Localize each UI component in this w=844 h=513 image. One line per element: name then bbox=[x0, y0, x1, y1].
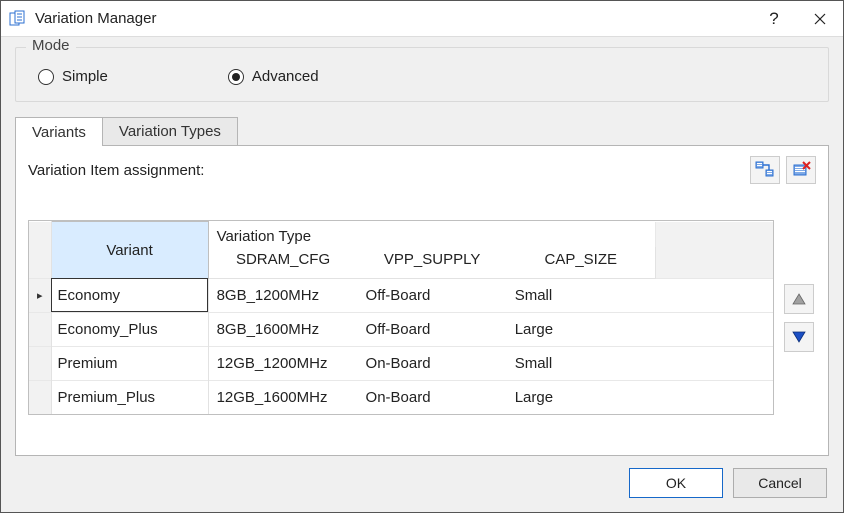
row-handle[interactable] bbox=[29, 278, 51, 312]
column-header-cap_size[interactable]: CAP_SIZE bbox=[507, 247, 656, 279]
column-header-variation-type: Variation Type bbox=[208, 222, 655, 247]
radio-advanced-indicator bbox=[228, 69, 244, 85]
radio-simple[interactable]: Simple bbox=[38, 68, 108, 85]
value-cell[interactable]: Off-Board bbox=[358, 312, 507, 346]
column-header-sdram_cfg[interactable]: SDRAM_CFG bbox=[208, 247, 357, 279]
value-cell[interactable]: 12GB_1600MHz bbox=[208, 380, 357, 414]
row-handle-header bbox=[29, 222, 51, 279]
value-cell[interactable]: 8GB_1200MHz bbox=[208, 278, 357, 312]
cancel-button[interactable]: Cancel bbox=[733, 468, 827, 498]
dialog-window: Variation Manager ? Mode Simple Advanced bbox=[0, 0, 844, 513]
variant-cell[interactable]: Premium bbox=[51, 346, 208, 380]
blank-header bbox=[655, 222, 773, 279]
value-cell[interactable]: On-Board bbox=[358, 380, 507, 414]
column-header-variant[interactable]: Variant bbox=[51, 222, 208, 279]
empty-cell bbox=[655, 346, 773, 380]
column-header-vpp_supply[interactable]: VPP_SUPPLY bbox=[358, 247, 507, 279]
titlebar: Variation Manager ? bbox=[1, 1, 843, 37]
content-area: Mode Simple Advanced Variants Variation … bbox=[1, 37, 843, 456]
variants-grid[interactable]: Variant Variation Type SDRAM_CFGVPP_SUPP… bbox=[28, 220, 774, 415]
move-down-button[interactable] bbox=[784, 322, 814, 352]
remove-variant-button[interactable] bbox=[786, 156, 816, 184]
ok-button[interactable]: OK bbox=[629, 468, 723, 498]
close-button[interactable] bbox=[797, 1, 843, 37]
variant-cell[interactable]: Economy_Plus bbox=[51, 312, 208, 346]
move-up-button[interactable] bbox=[784, 284, 814, 314]
value-cell[interactable]: Small bbox=[507, 278, 656, 312]
tab-strip: Variants Variation Types bbox=[15, 116, 829, 145]
value-cell[interactable]: On-Board bbox=[358, 346, 507, 380]
radio-simple-label: Simple bbox=[62, 68, 108, 85]
value-cell[interactable]: Off-Board bbox=[358, 278, 507, 312]
table-row[interactable]: Premium_Plus12GB_1600MHzOn-BoardLarge bbox=[29, 380, 773, 414]
dialog-footer: OK Cancel bbox=[1, 456, 843, 512]
tab-variants[interactable]: Variants bbox=[15, 117, 103, 146]
reorder-arrows bbox=[784, 284, 814, 352]
value-cell[interactable]: Small bbox=[507, 346, 656, 380]
help-button[interactable]: ? bbox=[751, 1, 797, 37]
radio-simple-indicator bbox=[38, 69, 54, 85]
empty-cell bbox=[655, 278, 773, 312]
tab-container: Variants Variation Types Variation Item … bbox=[15, 116, 829, 456]
variant-cell[interactable]: Economy bbox=[51, 278, 208, 312]
assignment-label: Variation Item assignment: bbox=[28, 162, 750, 179]
row-handle[interactable] bbox=[29, 380, 51, 414]
empty-cell bbox=[655, 312, 773, 346]
radio-advanced[interactable]: Advanced bbox=[228, 68, 319, 85]
mode-group-label: Mode bbox=[26, 37, 76, 54]
tab-body-variants: Variation Item assignment: bbox=[15, 145, 829, 456]
app-icon bbox=[9, 10, 27, 28]
mode-groupbox: Mode Simple Advanced bbox=[15, 47, 829, 102]
link-variant-button[interactable] bbox=[750, 156, 780, 184]
value-cell[interactable]: 12GB_1200MHz bbox=[208, 346, 357, 380]
table-row[interactable]: Economy8GB_1200MHzOff-BoardSmall bbox=[29, 278, 773, 312]
value-cell[interactable]: 8GB_1600MHz bbox=[208, 312, 357, 346]
radio-advanced-label: Advanced bbox=[252, 68, 319, 85]
tab-variation-types[interactable]: Variation Types bbox=[102, 117, 238, 145]
table-row[interactable]: Economy_Plus8GB_1600MHzOff-BoardLarge bbox=[29, 312, 773, 346]
row-handle[interactable] bbox=[29, 346, 51, 380]
value-cell[interactable]: Large bbox=[507, 380, 656, 414]
window-title: Variation Manager bbox=[35, 10, 156, 27]
table-row[interactable]: Premium12GB_1200MHzOn-BoardSmall bbox=[29, 346, 773, 380]
empty-cell bbox=[655, 380, 773, 414]
value-cell[interactable]: Large bbox=[507, 312, 656, 346]
variant-cell[interactable]: Premium_Plus bbox=[51, 380, 208, 414]
row-handle[interactable] bbox=[29, 312, 51, 346]
